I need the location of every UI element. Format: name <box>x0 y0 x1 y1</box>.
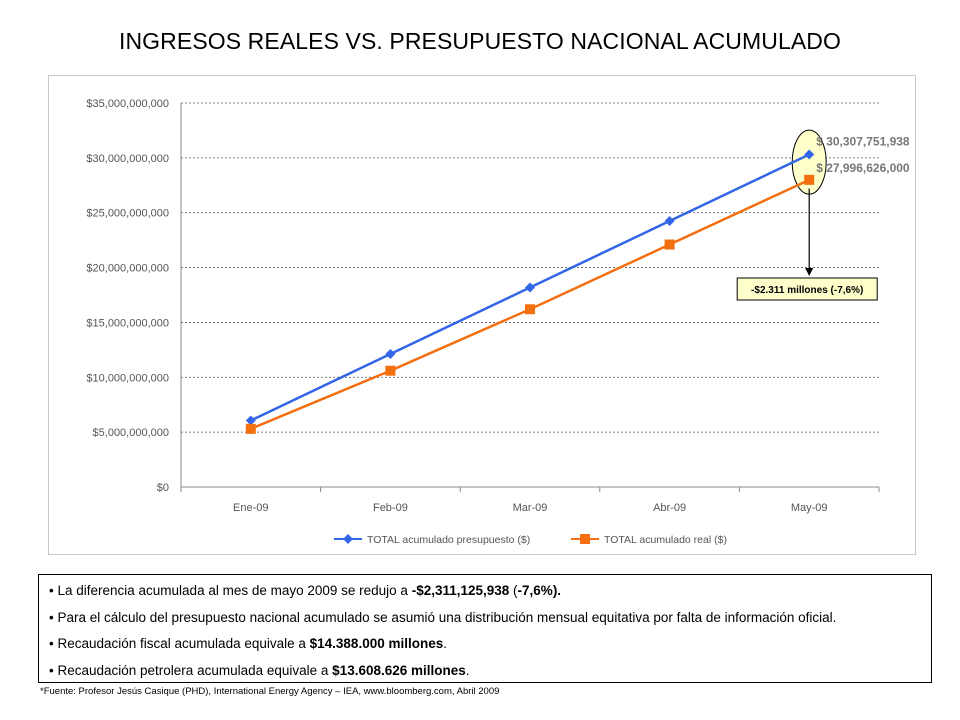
note-line-1: • La diferencia acumulada al mes de mayo… <box>49 578 921 605</box>
data-label: $ 30,307,751,938 <box>816 134 910 148</box>
x-tick-label: May-09 <box>791 502 828 514</box>
annotation-text: -$2.311 millones (-7,6%) <box>751 285 863 296</box>
note-line-4: • Recaudación petrolera acumulada equiva… <box>49 658 921 685</box>
chart-area: $0 $5,000,000,000 $10,000,000,000 $15,000,0… <box>48 75 916 555</box>
annotation-arrowhead <box>805 268 813 276</box>
data-point <box>246 424 256 434</box>
x-tick-label: Mar-09 <box>513 502 548 514</box>
y-tick-label: $25,000,000,000 <box>86 208 169 220</box>
x-tick-label: Abr-09 <box>653 502 686 514</box>
notes-box: • La diferencia acumulada al mes de mayo… <box>38 574 932 683</box>
data-point <box>385 366 395 376</box>
x-tick-label: Ene-09 <box>233 502 268 514</box>
source-footnote: *Fuente: Profesor Jesús Casique (PHD), I… <box>40 686 499 697</box>
data-point <box>385 349 395 359</box>
legend-marker <box>580 534 590 544</box>
x-tick-label: Feb-09 <box>373 502 408 514</box>
legend-label: TOTAL acumulado presupuesto ($) <box>367 534 530 546</box>
line-chart: $0 $5,000,000,000 $10,000,000,000 $15,000,0… <box>49 76 915 554</box>
data-point <box>525 304 535 314</box>
legend-marker <box>343 534 353 544</box>
y-tick-label: $30,000,000,000 <box>86 153 169 165</box>
y-tick-label: $5,000,000,000 <box>93 427 169 439</box>
data-point <box>665 240 675 250</box>
y-tick-label: $15,000,000,000 <box>86 317 169 329</box>
legend-label: TOTAL acumulado real ($) <box>604 534 727 546</box>
note-line-2: • Para el cálculo del presupuesto nacion… <box>49 605 921 632</box>
data-label: $ 27,996,626,000 <box>816 161 910 175</box>
y-tick-label: $20,000,000,000 <box>86 263 169 275</box>
page-title: INGRESOS REALES VS. PRESUPUESTO NACIONAL… <box>0 28 960 55</box>
data-point <box>804 175 814 185</box>
data-point <box>665 216 675 226</box>
y-tick-label: $0 <box>157 482 169 494</box>
y-tick-label: $35,000,000,000 <box>86 98 169 110</box>
y-tick-label: $10,000,000,000 <box>86 372 169 384</box>
data-point <box>525 282 535 292</box>
note-line-3: • Recaudación fiscal acumulada equivale … <box>49 631 921 658</box>
